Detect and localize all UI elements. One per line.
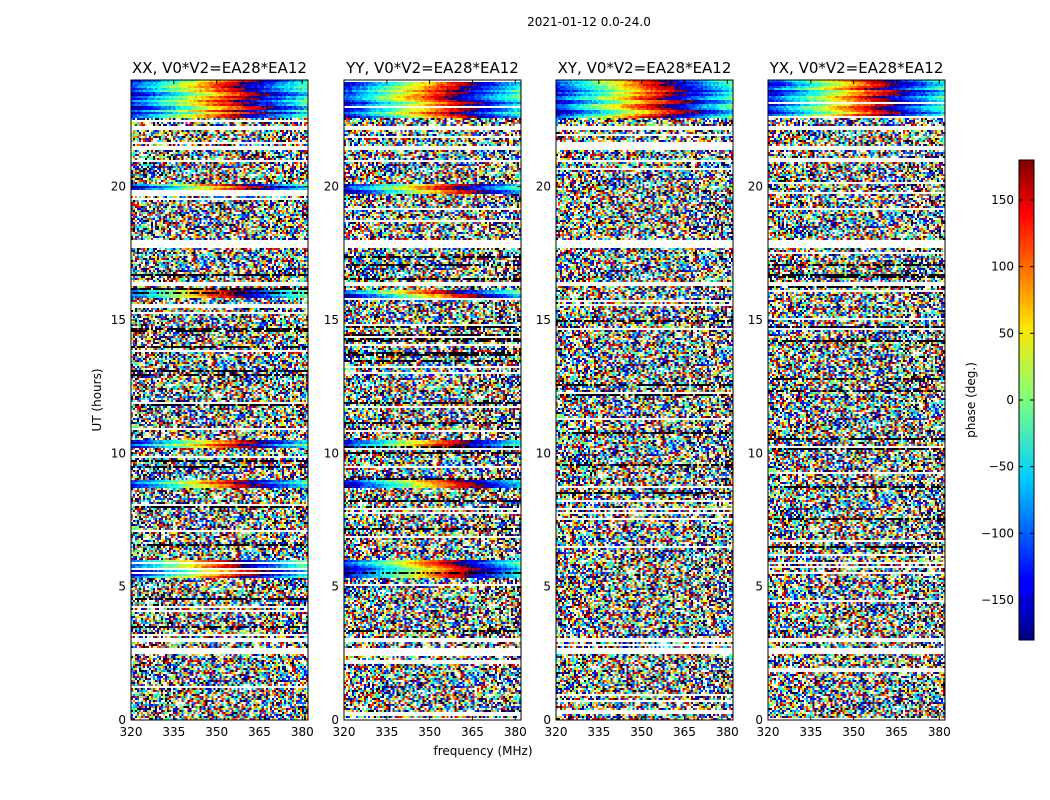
panel-title: XX, V0*V2=EA28*EA12 (132, 59, 307, 77)
panel-1: XX, V0*V2=EA28*EA12 320 335 350 365 380 0 5 10 15… (111, 59, 314, 739)
panel-2: YY, V0*V2=EA28*EA12 320 335 350 365 380 0 5 10 15… (324, 59, 527, 739)
panel-title: XY, V0*V2=EA28*EA12 (558, 59, 732, 77)
x-tick-label: 365 (248, 725, 271, 739)
panel-4: YX, V0*V2=EA28*EA12 320 335 350 365 380 0 5 10 15… (748, 59, 951, 739)
colorbar-tick-label: 50 (999, 326, 1014, 340)
x-tick-label: 335 (799, 725, 822, 739)
x-tick-label: 335 (587, 725, 610, 739)
colorbar-label: phase (deg.) (964, 362, 978, 438)
x-tick-label: 335 (375, 725, 398, 739)
y-tick-label: 0 (755, 713, 763, 727)
y-tick-label: 20 (324, 180, 339, 194)
y-tick-label: 15 (111, 313, 126, 327)
y-tick-label: 5 (331, 580, 339, 594)
panel-frame (343, 79, 522, 721)
x-tick-label: 380 (504, 725, 527, 739)
y-tick-label: 20 (748, 180, 763, 194)
y-tick-label: 10 (536, 446, 551, 460)
y-tick-label: 20 (536, 180, 551, 194)
y-tick-label: 15 (748, 313, 763, 327)
panel-phase-image (131, 80, 308, 720)
x-tick-label: 380 (928, 725, 951, 739)
y-tick-label: 5 (543, 580, 551, 594)
panel-frame (130, 79, 309, 721)
y-tick-label: 10 (748, 446, 763, 460)
colorbar-tick-label: −150 (981, 593, 1014, 607)
panel-frame (767, 79, 946, 721)
x-tick-label: 365 (885, 725, 908, 739)
x-axis-label: frequency (MHz) (433, 744, 532, 758)
colorbar-tick-label: 0 (1006, 393, 1014, 407)
y-tick-label: 10 (324, 446, 339, 460)
x-tick-label: 320 (120, 725, 143, 739)
y-tick-label: 10 (111, 446, 126, 460)
colorbar: phase (deg.) 150 100 50 0 −50 −100 −150 (964, 159, 1035, 641)
y-tick-label: 15 (324, 313, 339, 327)
panel-frame (555, 79, 734, 721)
panel-phase-image (344, 80, 521, 720)
y-tick-label: 5 (755, 580, 763, 594)
suptitle: 2021-01-12 0.0-24.0 (527, 15, 651, 29)
x-tick-label: 350 (630, 725, 653, 739)
panels: XX, V0*V2=EA28*EA12 320 335 350 365 380 0 5 10 15… (111, 59, 951, 739)
x-tick-label: 320 (757, 725, 780, 739)
x-tick-label: 350 (842, 725, 865, 739)
panel-phase-image (556, 80, 733, 720)
x-tick-label: 350 (205, 725, 228, 739)
y-tick-label: 5 (118, 580, 126, 594)
colorbar-ticks: 150 100 50 0 −50 −100 −150 (981, 193, 1034, 607)
panel-3: XY, V0*V2=EA28*EA12 320 335 350 365 380 0 5 10 15… (536, 59, 739, 739)
x-tick-label: 365 (461, 725, 484, 739)
x-tick-label: 350 (418, 725, 441, 739)
panel-phase-image (768, 80, 945, 720)
x-tick-label: 365 (673, 725, 696, 739)
panel-title: YX, V0*V2=EA28*EA12 (769, 59, 944, 77)
x-tick-label: 380 (291, 725, 314, 739)
colorbar-tick-label: 100 (991, 260, 1014, 274)
x-tick-label: 380 (716, 725, 739, 739)
y-tick-label: 15 (536, 313, 551, 327)
colorbar-tick-label: −100 (981, 526, 1014, 540)
colorbar-tick-label: 150 (991, 193, 1014, 207)
colorbar-tick-label: −50 (989, 460, 1014, 474)
y-tick-label: 0 (118, 713, 126, 727)
panel-title: YY, V0*V2=EA28*EA12 (345, 59, 519, 77)
x-tick-label: 335 (162, 725, 185, 739)
x-tick-label: 320 (545, 725, 568, 739)
y-tick-label: 20 (111, 180, 126, 194)
y-axis-label: UT (hours) (90, 368, 104, 431)
y-tick-label: 0 (331, 713, 339, 727)
x-tick-label: 320 (333, 725, 356, 739)
y-tick-label: 0 (543, 713, 551, 727)
